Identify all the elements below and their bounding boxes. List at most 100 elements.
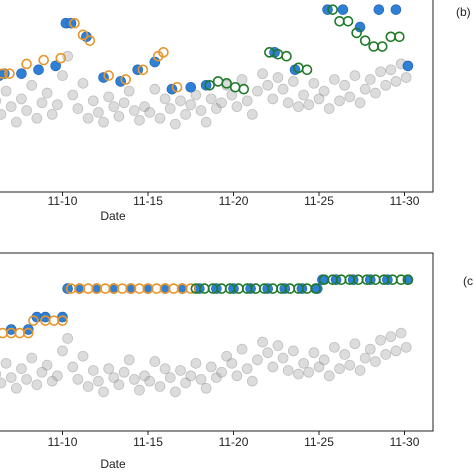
axes-frame xyxy=(0,0,434,193)
data-point xyxy=(344,359,356,371)
data-point xyxy=(118,366,130,378)
data-point xyxy=(16,93,27,105)
data-point xyxy=(185,99,197,111)
data-point xyxy=(0,370,2,378)
data-point xyxy=(108,372,120,384)
data-point xyxy=(318,85,330,97)
data-point xyxy=(93,375,104,387)
data-point xyxy=(246,109,258,120)
data-point xyxy=(180,377,192,389)
data-point xyxy=(55,52,67,64)
data-point xyxy=(252,85,263,97)
panel-label: (b) xyxy=(456,5,471,19)
series-4 xyxy=(190,274,414,294)
data-point xyxy=(390,76,402,87)
data-point xyxy=(241,363,253,375)
data-point xyxy=(16,363,27,375)
data-point xyxy=(327,4,338,15)
data-point xyxy=(14,327,26,339)
data-point xyxy=(354,365,366,376)
data-point xyxy=(175,95,186,107)
data-point xyxy=(342,15,354,27)
data-point xyxy=(298,357,310,369)
data-point xyxy=(221,350,233,362)
data-point xyxy=(402,274,414,286)
data-point xyxy=(51,99,63,111)
data-point xyxy=(375,334,386,346)
data-point xyxy=(139,370,150,382)
data-point xyxy=(0,68,8,79)
x-axis-title: Date xyxy=(100,457,126,471)
data-point xyxy=(226,357,238,369)
data-point xyxy=(108,101,120,113)
data-point xyxy=(175,365,186,376)
data-point xyxy=(385,64,397,76)
data-point xyxy=(118,97,130,109)
x-tick-label: 11-25 xyxy=(304,435,334,449)
data-point xyxy=(33,64,44,76)
data-point xyxy=(212,76,224,87)
series-3 xyxy=(0,283,197,339)
data-point xyxy=(51,370,63,382)
data-point xyxy=(344,91,356,103)
data-point xyxy=(195,373,207,385)
data-point xyxy=(354,21,366,33)
data-point xyxy=(402,60,414,72)
data-point xyxy=(168,283,179,294)
data-point xyxy=(82,112,94,124)
x-tick-label: 11-20 xyxy=(219,194,249,208)
data-point xyxy=(36,97,48,109)
data-point xyxy=(67,89,79,101)
data-point xyxy=(359,352,371,364)
data-point xyxy=(200,80,212,91)
data-point xyxy=(46,109,58,120)
data-point xyxy=(5,372,17,384)
data-point xyxy=(339,349,351,360)
data-point xyxy=(370,356,381,367)
x-tick-label: 11-10 xyxy=(48,435,78,449)
data-point xyxy=(339,79,351,91)
data-point xyxy=(5,101,17,113)
data-point xyxy=(154,381,166,392)
data-point xyxy=(368,41,380,52)
data-point xyxy=(10,116,22,128)
data-point xyxy=(123,354,135,366)
data-point xyxy=(400,341,412,353)
data-point xyxy=(169,386,181,398)
data-point xyxy=(394,31,405,43)
data-point xyxy=(272,72,284,83)
x-tick-label: 11-30 xyxy=(390,435,420,449)
data-point xyxy=(103,70,114,81)
plot-area xyxy=(0,274,414,398)
data-point xyxy=(134,384,145,396)
data-point xyxy=(98,72,109,83)
data-point xyxy=(349,338,361,350)
data-point xyxy=(236,343,248,355)
data-point xyxy=(69,17,80,29)
data-point xyxy=(103,91,115,103)
data-point xyxy=(231,101,243,113)
data-point xyxy=(195,105,207,116)
data-point xyxy=(117,283,128,294)
data-point xyxy=(77,77,89,89)
x-tick-label: 11-25 xyxy=(304,194,334,208)
axes-frame xyxy=(0,252,434,432)
data-point xyxy=(385,331,397,343)
data-point xyxy=(41,359,53,371)
data-point xyxy=(318,354,330,366)
data-point xyxy=(164,103,176,114)
data-point xyxy=(77,350,89,362)
data-point xyxy=(364,343,376,355)
data-point xyxy=(282,365,294,376)
x-tick-label: 11-15 xyxy=(133,435,163,449)
data-point xyxy=(334,95,345,107)
data-point xyxy=(303,99,315,111)
data-point xyxy=(0,377,7,389)
data-point xyxy=(323,103,335,114)
data-point xyxy=(400,72,412,83)
data-point xyxy=(26,79,38,91)
data-point xyxy=(57,315,68,326)
data-point xyxy=(246,375,258,387)
data-point xyxy=(241,95,253,107)
data-point xyxy=(149,83,161,95)
